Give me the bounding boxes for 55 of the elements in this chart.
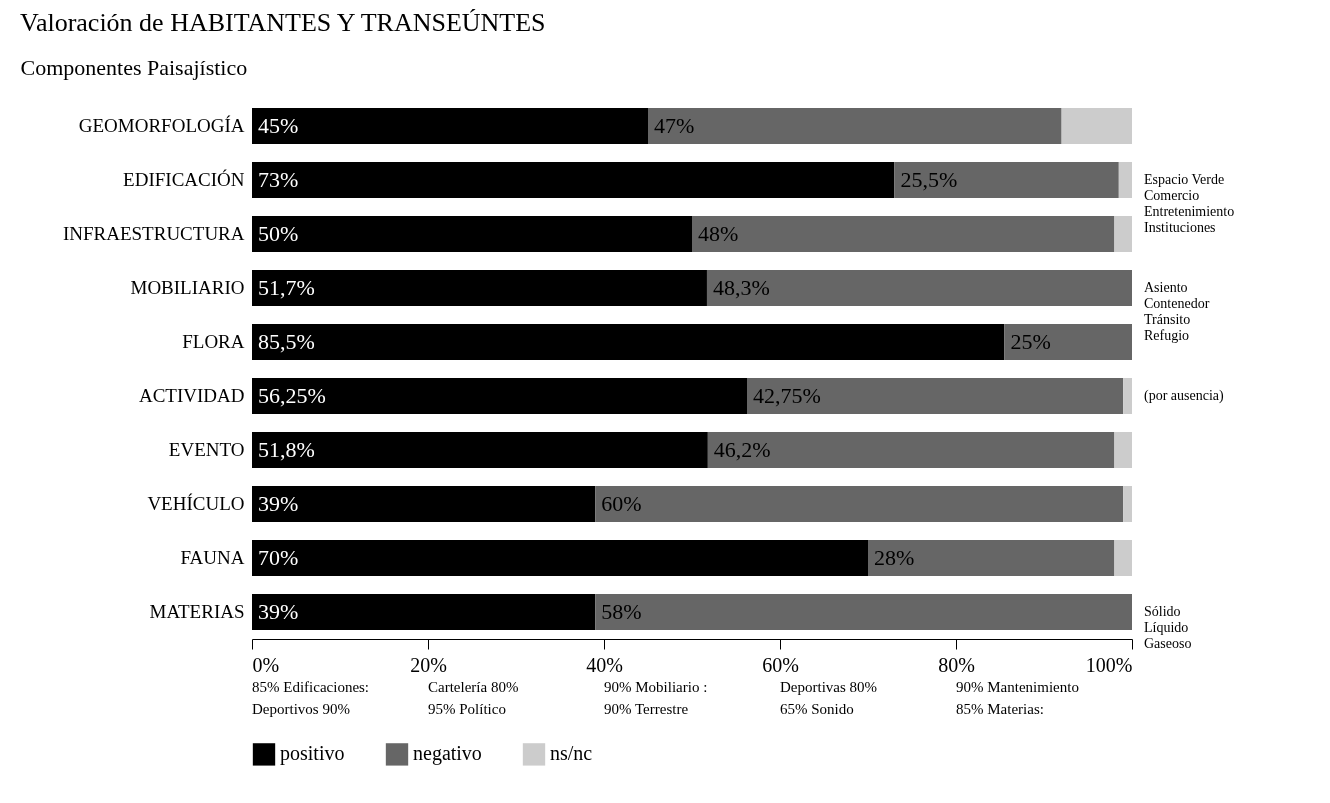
- data-label: 51,8%: [258, 437, 315, 462]
- text: 95% Político: [428, 701, 506, 717]
- y-tick-label: VEHÍCULO: [147, 493, 245, 514]
- chart-title: Valoración de HABITANTES Y TRANSEÚNTES: [20, 8, 546, 37]
- x-tick-label: 100%: [1085, 653, 1133, 676]
- annotation: Asiento Contenedor Tránsito Refugio: [1144, 280, 1210, 343]
- y-tick-label: MATERIAS: [149, 601, 245, 622]
- x-tick-label: 0%: [252, 653, 280, 676]
- data-label: 48,3%: [712, 275, 770, 300]
- data-label: 70%: [258, 545, 299, 570]
- text: Cartelería 80%: [428, 679, 519, 695]
- data-label: 56,25%: [258, 383, 326, 408]
- text: 65% Sonido: [780, 701, 854, 717]
- annotation: 58%: [601, 599, 642, 624]
- x-tick-label: 20%: [410, 653, 447, 676]
- data-label: 46,2%: [713, 437, 771, 462]
- y-tick-label: ACTIVIDAD: [138, 385, 245, 406]
- data-label: 25,5%: [900, 167, 958, 192]
- annotation: Sólido Líquido Gaseoso: [1144, 604, 1192, 651]
- y-tick-label: EVENTO: [168, 439, 245, 460]
- data-label: 42,75%: [753, 383, 821, 408]
- text: 85% Edificaciones:: [252, 679, 370, 695]
- text: 85% Materias:: [956, 701, 1044, 717]
- annotation: Espacio Verde Comercio Entretenimiento Instituciones: [1144, 172, 1235, 235]
- annotation: (por ausencia): [1144, 388, 1225, 404]
- data-label: 85,5%: [258, 329, 315, 354]
- text: Deportivas 80%: [780, 679, 878, 695]
- data-label: 47%: [654, 113, 695, 138]
- data-label: 39%: [258, 599, 299, 624]
- y-tick-label: FLORA: [182, 331, 245, 352]
- data-label: 50%: [258, 221, 299, 246]
- y-axis-title: Componentes Paisajístico: [20, 54, 248, 80]
- data-label: 48%: [698, 221, 739, 246]
- x-tick-label: 60%: [762, 653, 799, 676]
- y-tick-label: MOBILIARIO: [130, 277, 245, 298]
- data-label: 28%: [874, 545, 915, 570]
- text: 90% Mantenimiento: [956, 679, 1079, 695]
- y-tick-label: EDIFICACIÓN: [123, 169, 245, 190]
- data-label: 51,7%: [258, 275, 315, 300]
- legend-label: positivo: [280, 742, 345, 766]
- text: Deportivos 90%: [252, 701, 350, 717]
- annotation: 25%: [1010, 329, 1051, 354]
- text: 90% Mobiliario :: [604, 679, 708, 695]
- y-tick-label: FAUNA: [180, 547, 245, 568]
- y-tick-label: GEOMORFOLOGÍA: [78, 115, 245, 136]
- y-tick-label: INFRAESTRUCTURA: [62, 223, 245, 244]
- data-label: 45%: [258, 113, 299, 138]
- legend-label: ns/nc: [550, 742, 593, 765]
- x-tick-label: 40%: [586, 653, 623, 676]
- legend-label: negativo: [413, 742, 482, 766]
- x-tick-label: 80%: [938, 653, 975, 676]
- text: 90% Terrestre: [604, 701, 689, 717]
- data-label: 39%: [258, 491, 299, 516]
- data-label: 60%: [601, 491, 642, 516]
- data-label: 73%: [258, 167, 299, 192]
